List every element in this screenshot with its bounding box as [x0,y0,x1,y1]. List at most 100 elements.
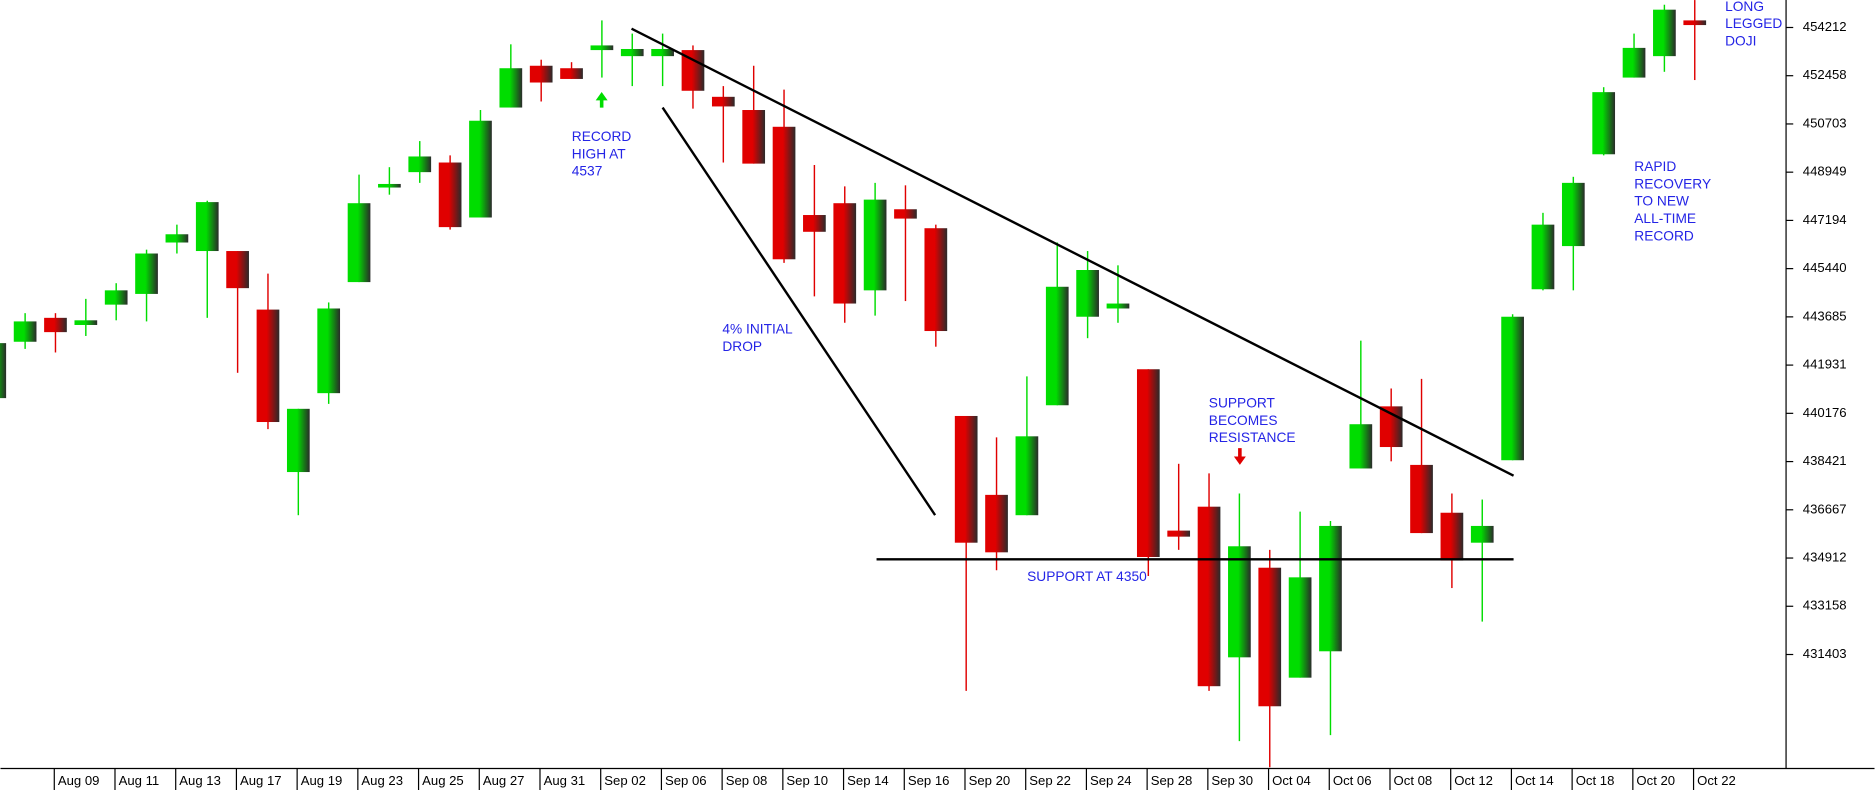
x-tick-label: Sep 16 [908,773,950,788]
candle-body [1501,316,1524,461]
candle-body [135,253,158,294]
candle-body [1470,525,1494,543]
x-tick-label: Oct 20 [1636,773,1675,788]
annotation: LONG [1725,0,1764,14]
candle-body [1622,47,1646,78]
x-tick-label: Sep 10 [786,773,828,788]
candle-body [74,320,98,325]
candle-body [165,234,189,243]
y-tick-label: 438421 [1803,453,1847,468]
x-tick-label: Sep 24 [1090,773,1132,788]
candle-body [1136,369,1160,557]
candle-body [0,343,7,399]
candle-body [742,110,766,164]
candle-body [1167,530,1191,537]
candle-body [1683,20,1707,26]
x-tick-label: Aug 19 [301,773,343,788]
candle-body [1531,224,1555,290]
candle-body [560,68,583,79]
candle-body [1106,303,1130,309]
candle-body [226,251,249,289]
candle-body [590,45,614,51]
candle-body [1228,546,1251,658]
plot-area [0,0,1707,768]
x-tick-label: Aug 13 [179,773,221,788]
annotation: DOJI [1725,33,1756,48]
x-tick-label: Sep 06 [665,773,707,788]
annotation-lines [595,27,1515,561]
y-tick-label: 447194 [1803,212,1847,227]
candle-body [408,156,432,173]
candle-body [529,65,553,83]
y-tick-label: 433158 [1803,598,1847,613]
y-tick-label: 448949 [1803,164,1847,179]
x-tick-label: Aug 23 [361,773,403,788]
annotation: BECOMES [1209,413,1278,428]
candle-body [1319,525,1342,652]
y-tick-label: 452458 [1803,67,1847,82]
candle-body [803,215,826,232]
annotation: RECOVERY [1634,176,1711,191]
y-tick-label: 450703 [1803,115,1847,130]
candle-body [863,199,887,291]
candle-body [256,309,280,423]
candle-body [286,408,310,473]
candle-body [954,415,978,543]
x-tick-label: Oct 12 [1454,773,1493,788]
x-tick-label: Sep 28 [1151,773,1193,788]
candle-body [499,68,523,108]
annotation: ALL-TIME [1634,211,1696,226]
x-tick-label: Sep 22 [1029,773,1071,788]
annotation: DROP [722,339,762,354]
candle-body [1288,577,1312,678]
x-tick-label: Oct 08 [1394,773,1433,788]
y-tick-label: 441931 [1803,357,1847,372]
candle-body [1592,92,1616,155]
y-tick-label: 440176 [1803,405,1847,420]
candle-body [1076,270,1099,317]
candle-body [1410,464,1433,534]
annotation: SUPPORT AT 4350 [1027,569,1147,584]
x-tick-label: Aug 17 [240,773,282,788]
candle-body [1258,567,1282,707]
x-tick-label: Aug 11 [119,773,160,788]
annotation: SUPPORT [1209,396,1276,411]
candle-body [44,317,67,333]
x-tick-label: Aug 09 [58,773,100,788]
x-tick-label: Oct 04 [1272,773,1311,788]
x-tick-label: Aug 25 [422,773,464,788]
annotation: HIGH AT [572,146,627,161]
candle-body [1197,506,1221,687]
x-tick-label: Oct 18 [1576,773,1615,788]
annotations: RECORD HIGH AT 4537 4% INITIAL DROP SUPP… [572,0,1783,584]
x-tick-label: Aug 31 [544,773,586,788]
candle-body [1015,436,1039,516]
candle-body [924,228,948,332]
x-tick-label: Oct 14 [1515,773,1554,788]
annotation: RAPID [1634,159,1676,174]
candle-body [438,162,462,228]
y-tick-label: 443685 [1803,308,1847,323]
candle-body [711,96,735,107]
x-tick-label: Sep 08 [726,773,768,788]
candle-body [651,48,674,57]
candle-body [772,126,796,260]
candle-body [894,209,917,219]
y-tick-label: 445440 [1803,260,1847,275]
candle-body [347,203,371,283]
candle-body [833,203,857,304]
candle-body [1561,182,1585,247]
candle-body [681,50,705,91]
candle-body [104,290,128,305]
annotation: RECORD [572,129,632,144]
candle-body [317,308,341,394]
candle-body [13,321,37,342]
candle-body [1440,512,1464,561]
annotation: TO NEW [1634,194,1689,209]
x-tick-label: Sep 02 [604,773,646,788]
annotation: LEGGED [1725,16,1782,31]
up-arrow [595,92,608,108]
candle-body [469,120,492,218]
